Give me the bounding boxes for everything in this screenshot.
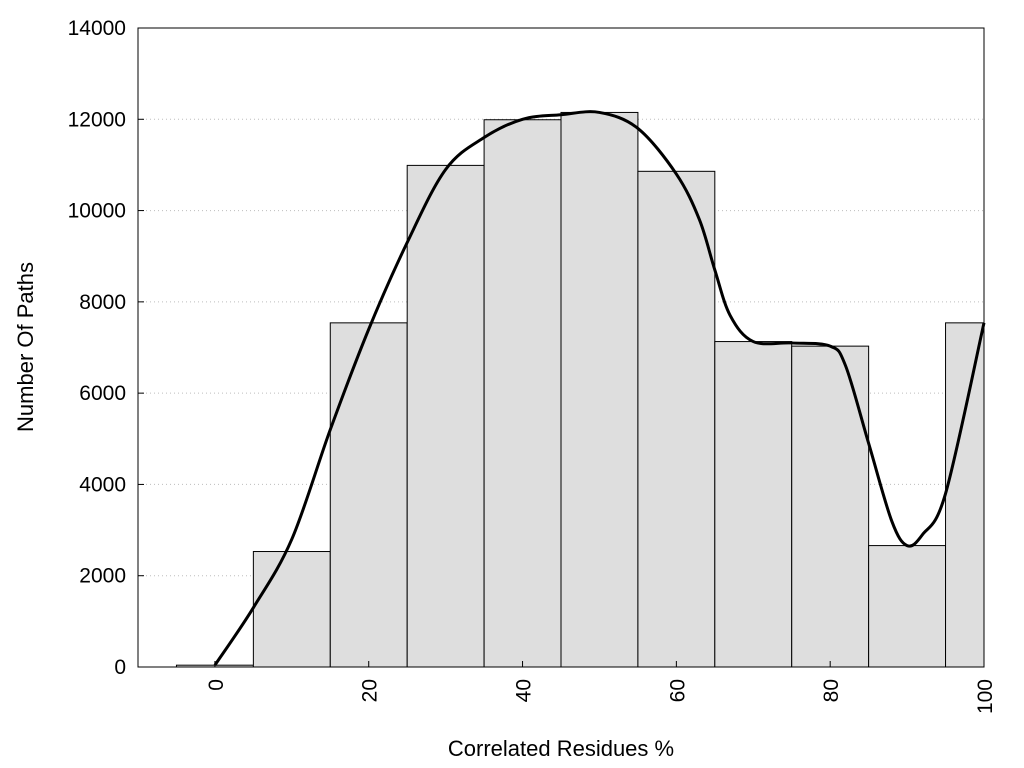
bar-40 [483,119,562,668]
bar-100 [945,322,985,668]
x-tick-label: 100 [974,679,997,714]
bar-80 [791,345,870,668]
x-axis-label: Correlated Residues % [448,736,674,761]
plot-frame [137,27,985,668]
bar-10 [252,551,331,668]
y-axis-ticks: 0 2000 4000 6000 8000 10000 12000 14000 [68,17,144,679]
x-tick-label: 40 [513,679,536,702]
x-tick-label: 80 [820,679,843,702]
bar-60 [637,170,716,668]
y-tick-label: 10000 [68,200,126,223]
y-tick-label: 6000 [79,382,126,405]
bar-30 [406,164,485,668]
density-curve-line [213,110,986,667]
bars [175,111,985,668]
y-axis-label: Number Of Paths [13,262,38,432]
y-tick-label: 14000 [68,17,126,40]
y-tick-label: 4000 [79,473,126,496]
bar-90 [868,545,947,668]
y-tick-label: 12000 [68,108,126,131]
y-tick-label: 0 [114,656,126,679]
bar-50 [560,111,639,668]
x-tick-label: 0 [205,679,228,691]
x-tick-label: 20 [359,679,382,702]
y-tick-label: 2000 [79,565,126,588]
x-tick-label: 60 [666,679,689,702]
bar-70 [714,341,793,668]
x-axis-ticks: 0 20 40 60 80 100 [205,661,997,714]
bar-20 [329,322,408,668]
density-curve [213,110,986,667]
y-tick-label: 8000 [79,291,126,314]
